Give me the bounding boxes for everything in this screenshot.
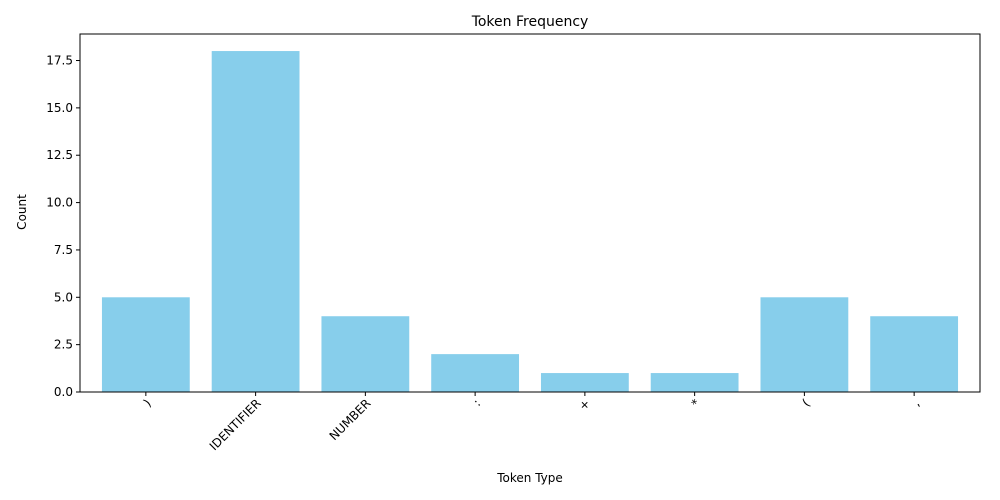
bar-6: [760, 297, 849, 392]
bar-7: [870, 316, 959, 392]
bar-4: [540, 373, 629, 392]
y-tick-label: 17.5: [46, 54, 73, 68]
bar-5: [650, 373, 739, 392]
x-axis-label: Token Type: [496, 471, 563, 485]
bar-2: [321, 316, 410, 392]
bar-3: [431, 354, 520, 392]
y-tick-label: 12.5: [46, 148, 73, 162]
y-tick-label: 7.5: [54, 243, 73, 257]
y-tick-label: 15.0: [46, 101, 73, 115]
bar-1: [211, 51, 300, 393]
chart-title: Token Frequency: [471, 14, 589, 30]
y-tick-label: 2.5: [54, 338, 73, 352]
plot-frame: [79, 33, 981, 393]
bar-0: [101, 297, 190, 392]
y-axis: 0.0 2.5 5.0 7.5 10.0 12.5 15.0 17.5: [46, 54, 80, 399]
y-tick-label: 10.0: [46, 196, 73, 210]
y-tick-label: 0.0: [54, 385, 73, 399]
y-tick-label: 5.0: [54, 290, 73, 304]
bars-group: [101, 51, 959, 393]
y-axis-label: Count: [15, 194, 29, 230]
